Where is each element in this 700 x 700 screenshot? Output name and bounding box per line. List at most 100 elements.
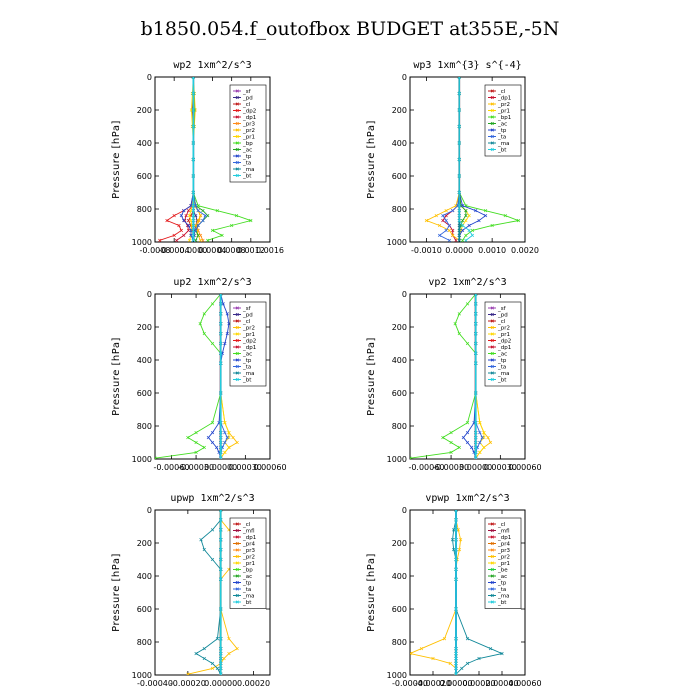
series-point [222,656,226,661]
legend-label: _pr1 [242,135,255,141]
series-point [174,238,179,242]
x-tick-label: -0.00030 [178,463,214,472]
series-point [442,637,447,641]
series-point [482,430,486,435]
y-tick-label: 0 [147,73,152,82]
series-point [483,209,488,213]
legend-marker [235,115,239,119]
series-point [219,518,223,522]
series-point [191,228,195,233]
series-point [464,209,468,213]
legend-marker [490,561,494,565]
series-point [449,430,453,435]
series-point [221,302,225,306]
series-point [210,528,215,532]
legend-marker [490,128,494,132]
series-point [460,218,465,223]
x-tick-label: -0.00020 [170,679,206,688]
y-tick-label: 600 [137,605,152,614]
x-tick-label: 0.00020 [237,679,270,688]
series-line-ac [410,294,477,459]
series-point [457,77,461,79]
series-point [457,157,461,162]
series-point [444,228,448,233]
legend-label: _dp1 [497,535,511,541]
legend-marker [235,319,239,323]
series-point [191,157,195,162]
plot-frame [154,293,271,460]
series-point [464,213,468,218]
series-point [457,445,461,450]
series-point [437,233,442,238]
series-point [219,672,223,675]
series-point [187,213,192,218]
legend-label: _ac [242,148,252,154]
series-point [177,223,181,228]
series-line-dp2 [159,77,194,241]
series-point [223,430,227,435]
series-point [457,204,461,208]
legend-marker [490,95,494,100]
legend-marker [235,173,239,178]
series-point [219,456,223,459]
series-point [215,637,220,641]
legend-marker [490,345,494,349]
legend-label: _ta [242,365,251,371]
legend-marker [235,587,239,591]
legend-marker [235,95,239,100]
legend-marker [235,554,239,559]
series-point [454,656,458,661]
series-point [490,223,494,228]
legend-label: _mfl [242,529,255,535]
series-point [194,651,198,656]
legend-marker [235,377,239,382]
y-tick-label: 0 [402,73,407,82]
y-tick-label: 600 [392,605,407,614]
series-point [223,450,227,455]
series-point [186,228,191,233]
legend-marker [490,535,494,539]
y-tick-label: 200 [392,539,407,548]
y-tick-label: 0 [147,290,152,299]
legend-marker [490,554,494,559]
series-point [460,204,465,208]
series-point [219,435,223,440]
legend-marker [235,154,239,158]
legend: _sf_pd_cl_pr2_pr1_dp2_dp1_ac_tp_ta_ma_bt [484,301,522,387]
series-point [454,547,458,552]
series-point [182,218,186,223]
series-point [198,233,203,238]
legend-marker [490,121,494,126]
series-point [419,646,424,651]
series-group [186,510,243,675]
legend-label: _ma [497,141,509,147]
series-point [198,213,203,218]
x-tick-label: 0.0020 [511,246,539,255]
series-point [465,302,470,306]
series-point [219,567,223,572]
series-point [189,204,193,208]
legend-marker [490,351,494,356]
series-point [454,518,458,522]
series-point [457,213,461,218]
series-point [172,213,176,218]
series-point [457,174,461,178]
series-point [474,430,478,435]
legend-label: _pr4 [242,542,256,548]
series-point [464,233,468,238]
series-point [231,435,235,440]
x-tick-label: -0.0004 [159,246,190,255]
series-point [206,238,210,242]
series-point [219,322,223,326]
legend-label: _sf [242,89,252,95]
legend-label: _pr1 [242,561,255,567]
legend-marker [235,548,239,552]
series-point [516,218,521,223]
series-point [219,510,223,512]
legend-label: _ac [242,352,252,358]
series-point [199,538,203,542]
series-point [194,440,198,445]
y-tick-label: 1000 [132,455,152,464]
legend-label: _pd [242,96,253,102]
series-point [230,223,234,228]
